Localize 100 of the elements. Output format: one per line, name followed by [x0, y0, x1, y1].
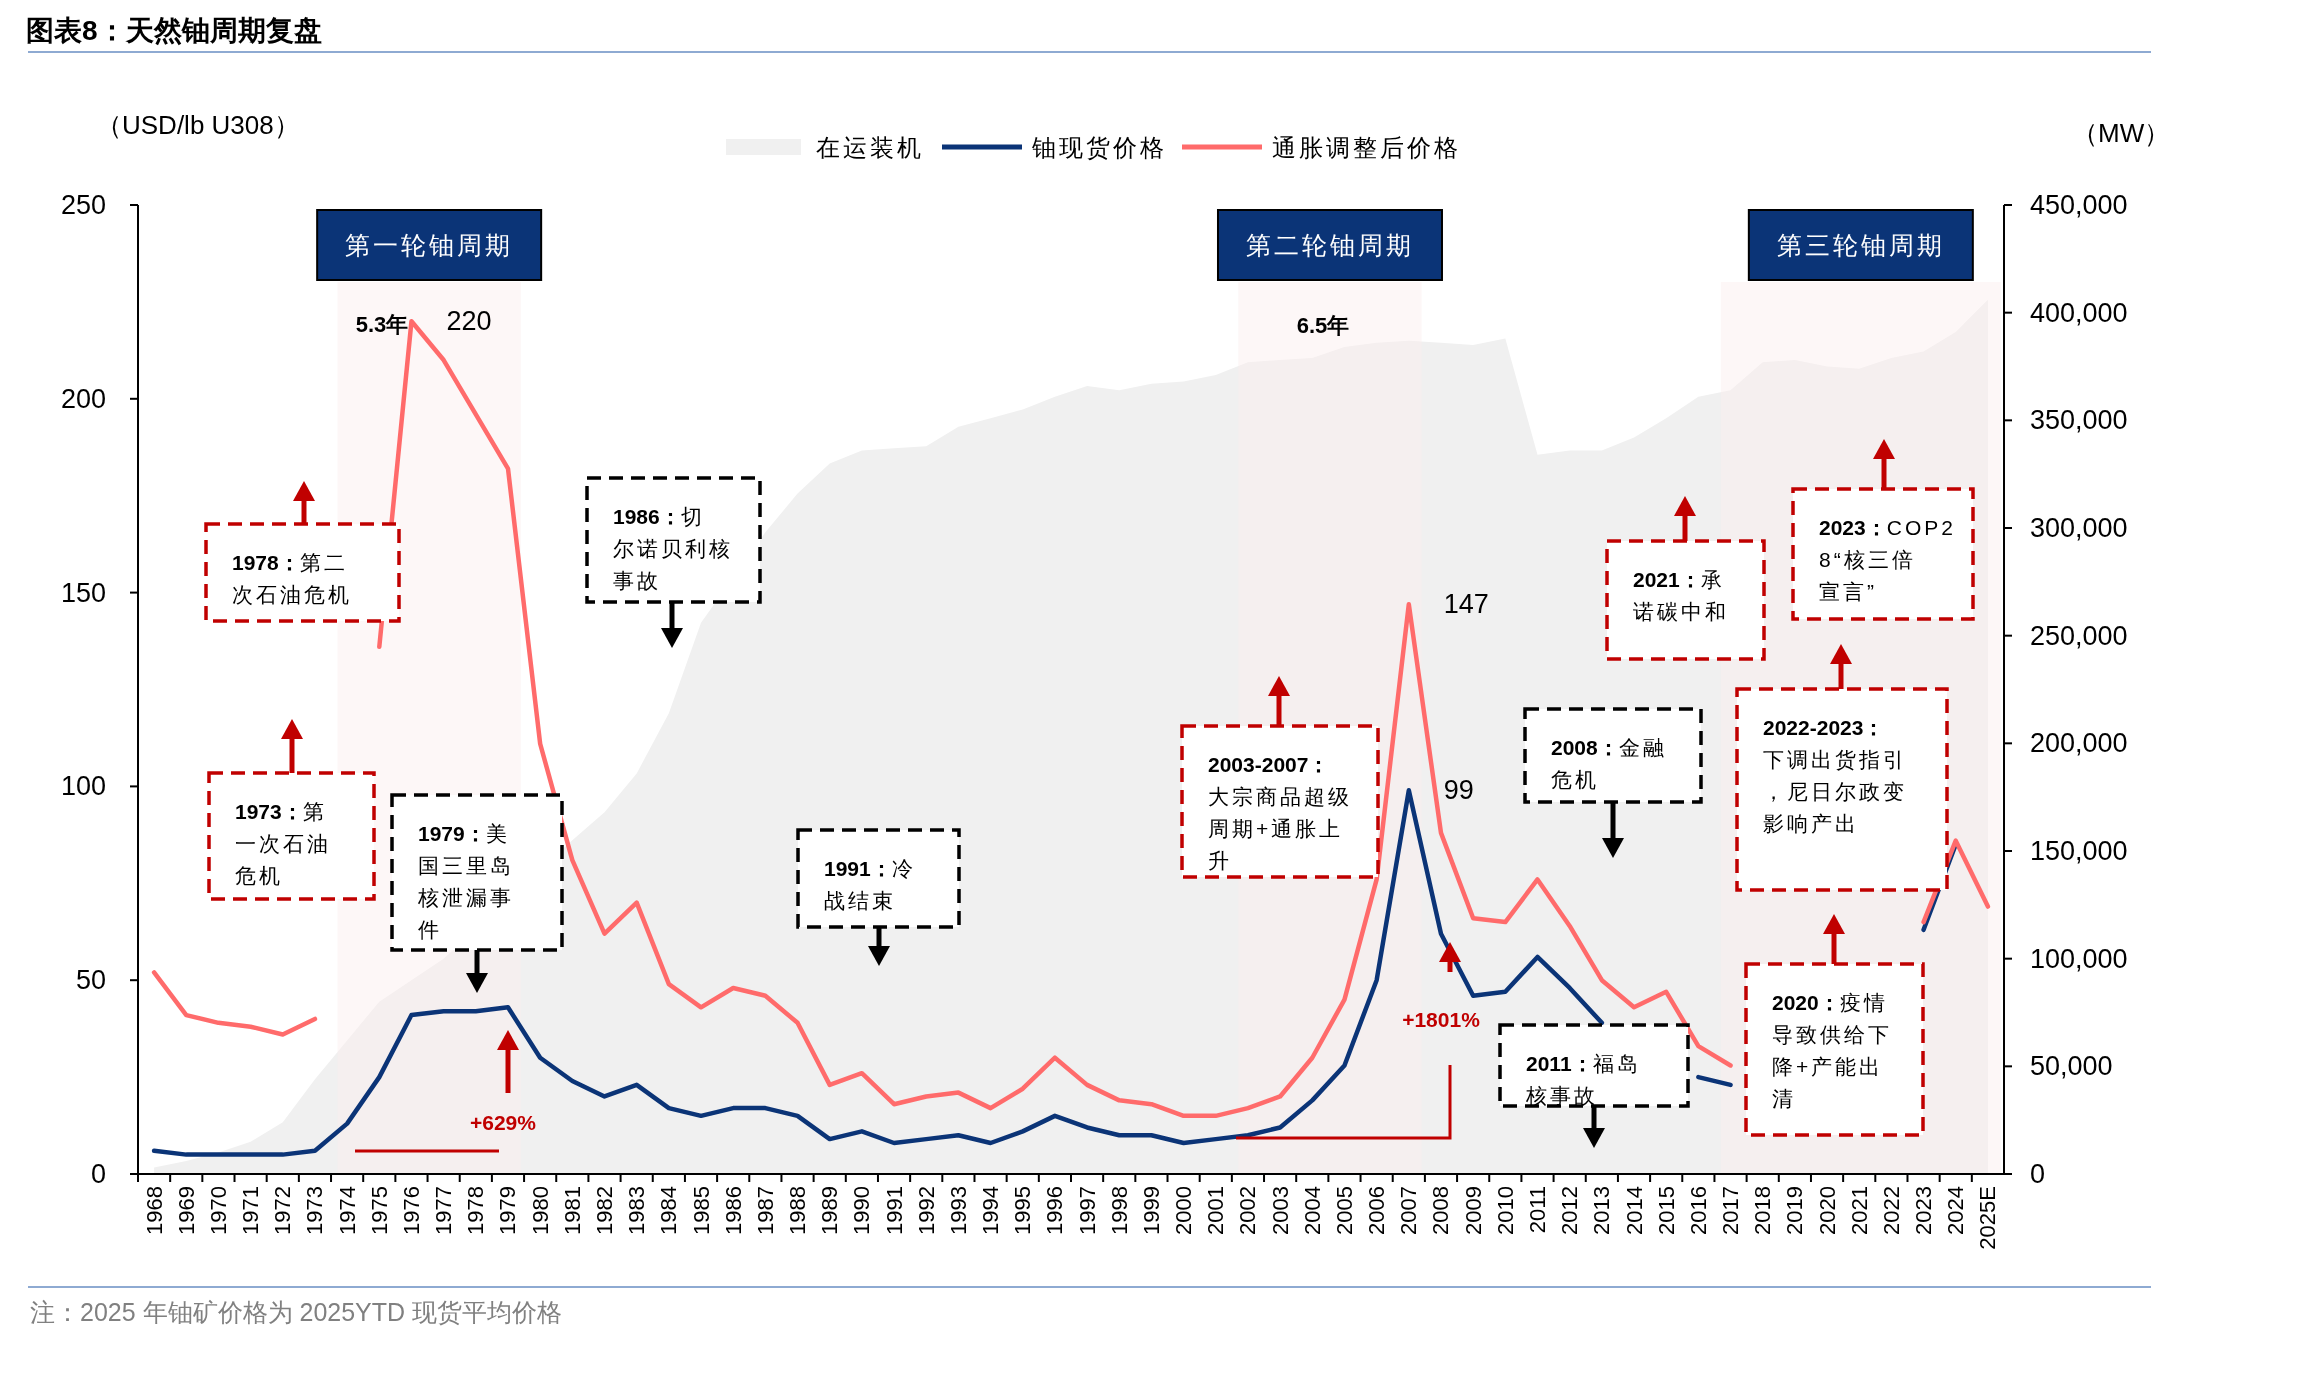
annotation: 2023：COP28“核三倍宣言” [1819, 515, 1956, 603]
annotation: 2021：承诺碳中和 [1633, 567, 1729, 623]
annotation: 2011：福岛核事故 [1525, 1051, 1641, 1107]
x-tick-label: 1972 [270, 1186, 296, 1235]
x-tick-label: 2022 [1878, 1186, 1904, 1235]
x-tick-label: 2006 [1364, 1186, 1390, 1235]
y2-tick-label: 100,000 [2030, 943, 2128, 974]
text: 注：2025 年铀矿价格为 2025YTD 现货平均价格 [30, 1298, 563, 1326]
x-tick-label: 2021 [1846, 1186, 1872, 1235]
x-tick-label: 2023 [1911, 1186, 1937, 1235]
x-tick-label: 1994 [978, 1186, 1004, 1235]
y-axis-title: （USD/lb U308） [96, 110, 300, 140]
x-tick-label: 1990 [849, 1186, 875, 1235]
x-tick-label: 2007 [1396, 1186, 1422, 1235]
data-label: 99 [1443, 775, 1474, 806]
y-tick-label: 50 [75, 965, 106, 996]
y2-tick-label: 150,000 [2030, 836, 2128, 866]
x-tick-label: 2020 [1814, 1186, 1840, 1235]
annotation: 1991：冷战结束 [824, 856, 916, 912]
x-tick-label: 1982 [592, 1186, 617, 1235]
legend-label: 通胀调整后价格 [1272, 133, 1461, 161]
y-tick-label: 0 [90, 1159, 106, 1189]
y2-tick-label: 450,000 [2030, 190, 2128, 220]
x-tick-label: 1970 [205, 1186, 231, 1235]
x-tick-label: 1971 [238, 1186, 264, 1235]
x-tick-label: 1995 [1010, 1186, 1036, 1235]
annotation: 1978：第二次石油危机 [232, 550, 352, 606]
y2-tick-label: 50,000 [2030, 1051, 2113, 1082]
x-tick-label: 1979 [495, 1186, 521, 1235]
x-tick-label: 2002 [1235, 1186, 1261, 1235]
x-tick-label: 2004 [1299, 1186, 1325, 1235]
band-label: 第一轮铀周期 [345, 231, 514, 259]
x-tick-label: 2012 [1557, 1186, 1583, 1235]
x-tick-label: 2001 [1203, 1186, 1229, 1235]
annotation: 2003-2007：大宗商品超级周期+通胀上升 [1208, 752, 1352, 872]
x-tick-label: 1983 [624, 1186, 650, 1235]
annotation: +1801% [1402, 1007, 1481, 1031]
y-tick-label: 100 [60, 771, 106, 802]
x-tick-label: 2017 [1718, 1186, 1744, 1235]
y2-tick-label: 350,000 [2030, 405, 2128, 436]
band-label: 第二轮铀周期 [1245, 231, 1414, 259]
chart-title: 图表8：天然铀周期复盘 [26, 14, 322, 46]
x-tick-label: 1992 [913, 1186, 939, 1235]
annotation: 2020：疫情导致供给下降+产能出清 [1772, 990, 1892, 1110]
y2-tick-label: 400,000 [2030, 297, 2128, 328]
x-tick-label: 1996 [1042, 1186, 1068, 1235]
x-tick-label: 2016 [1685, 1186, 1711, 1235]
x-tick-label: 1985 [688, 1186, 714, 1235]
x-tick-label: 1977 [431, 1186, 457, 1235]
annotation: 5.3年 [355, 311, 409, 337]
x-tick-label: 2011 [1525, 1186, 1550, 1234]
x-tick-label: 2003 [1267, 1186, 1293, 1235]
x-tick-label: 1986 [720, 1186, 746, 1235]
x-tick-label: 1988 [785, 1186, 811, 1235]
annotation: +629% [470, 1110, 537, 1134]
y2-tick-label: 200,000 [2030, 728, 2128, 759]
x-tick-label: 2009 [1460, 1186, 1486, 1235]
y2-axis-title: （MW） [2072, 118, 2171, 148]
annotation: 1986：切尔诺贝利核事故 [613, 504, 733, 592]
y2-tick-label: 0 [2030, 1159, 2046, 1189]
x-tick-label: 1980 [527, 1186, 553, 1235]
x-tick-label: 1974 [334, 1186, 360, 1235]
x-tick-label: 1998 [1106, 1186, 1132, 1235]
y-tick-label: 200 [60, 383, 106, 414]
x-tick-label: 1969 [173, 1186, 199, 1235]
legend-label: 在运装机 [816, 133, 924, 161]
x-tick-label: 1984 [656, 1186, 682, 1235]
x-tick-label: 2024 [1943, 1186, 1969, 1235]
y2-tick-label: 250,000 [2030, 620, 2128, 651]
band-label: 第三轮铀周期 [1776, 231, 1945, 259]
x-tick-label: 2014 [1621, 1186, 1647, 1235]
y-tick-label: 250 [60, 190, 106, 220]
x-tick-label: 1968 [141, 1186, 167, 1235]
x-tick-label: 2005 [1331, 1186, 1357, 1235]
data-label: 147 [1443, 589, 1489, 620]
x-tick-label: 2015 [1653, 1186, 1679, 1235]
x-tick-label: 2000 [1171, 1186, 1197, 1235]
x-tick-label: 2008 [1428, 1186, 1454, 1235]
x-tick-label: 1973 [302, 1186, 328, 1235]
x-tick-label: 2025E [1975, 1186, 2001, 1250]
legend-label: 铀现货价格 [1031, 133, 1167, 161]
annotation: 2022-2023：下调出货指引，尼日尔政变影响产出 [1763, 715, 1907, 835]
x-tick-label: 1981 [559, 1186, 585, 1235]
x-tick-label: 2018 [1750, 1186, 1776, 1235]
x-tick-label: 1976 [398, 1186, 424, 1235]
x-tick-label: 1991 [881, 1186, 907, 1235]
x-tick-label: 2013 [1589, 1186, 1615, 1235]
x-tick-label: 1997 [1074, 1186, 1100, 1235]
annotation: 1979：美国三里岛核泄漏事件 [417, 821, 514, 941]
x-tick-label: 1999 [1138, 1186, 1164, 1235]
x-tick-label: 2019 [1782, 1186, 1808, 1235]
x-tick-label: 2010 [1492, 1186, 1518, 1235]
annotation: 6.5年 [1296, 312, 1350, 338]
x-tick-label: 1987 [752, 1186, 778, 1235]
annotation: 1973：第一次石油危机 [235, 799, 331, 887]
y-tick-label: 150 [60, 577, 106, 608]
annotation: 2008：金融危机 [1551, 735, 1667, 791]
y2-tick-label: 300,000 [2030, 513, 2128, 543]
data-label: 220 [446, 306, 492, 337]
x-tick-label: 1993 [945, 1186, 971, 1235]
